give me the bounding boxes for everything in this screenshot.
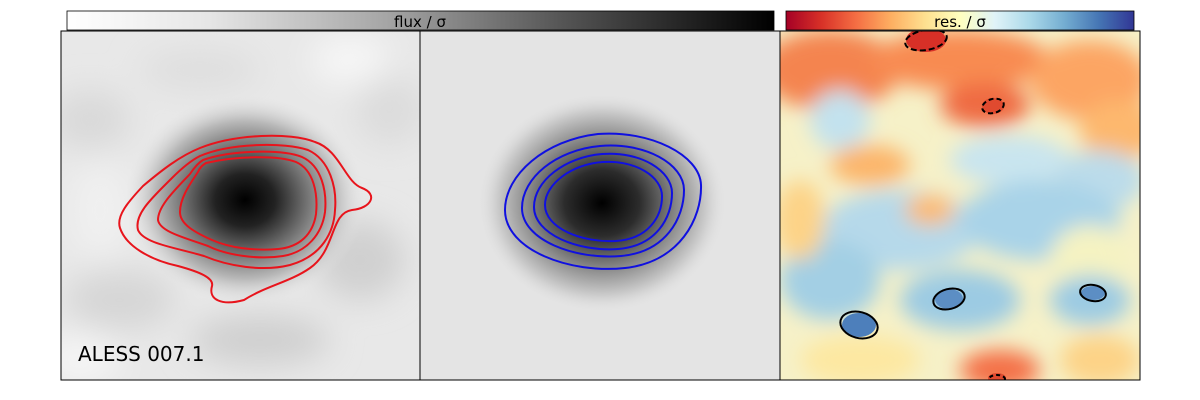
- data-contour-level-3: [157, 150, 327, 259]
- residual-positive-peak: [842, 313, 876, 337]
- model-contours: [504, 132, 703, 270]
- data-noise-texture: [61, 35, 420, 380]
- flux-colorbar-label: flux / σ: [394, 13, 446, 31]
- residual-panel-frame: [779, 30, 1141, 381]
- data-source-emission: [125, 95, 365, 305]
- residual-negative-contour: [988, 374, 1006, 380]
- data-contours: [118, 134, 373, 304]
- source-name-label: ALESS 007.1: [78, 342, 204, 366]
- model-contour-level-3: [533, 152, 673, 251]
- residual-contours: [839, 31, 1107, 380]
- residual-panel: [780, 31, 1140, 380]
- residual-colorbar-label: res. / σ: [934, 13, 986, 31]
- data-contour-level-4: [179, 156, 318, 251]
- flux-colorbar-gradient: [66, 10, 775, 31]
- model-source-emission: [477, 93, 727, 313]
- residual-negative-peak: [906, 31, 946, 52]
- residual-colorbar-gradient: [785, 10, 1135, 31]
- model-panel: [420, 31, 780, 380]
- residual-negative-peak: [982, 98, 1004, 114]
- residual-positive-contour: [1079, 283, 1107, 303]
- residual-positive-contour: [839, 310, 879, 340]
- residual-positive-contour: [932, 287, 966, 311]
- residual-positive-peak: [935, 289, 963, 309]
- model-contour-level-4: [544, 160, 663, 243]
- data-panel: [61, 31, 420, 380]
- residual-negative-contour: [981, 97, 1005, 115]
- model-contour-level-1: [504, 132, 703, 270]
- model-contour-level-2: [521, 144, 685, 258]
- residual-positive-peak: [1081, 286, 1105, 300]
- data-contour-level-2: [136, 143, 337, 270]
- data-contour-level-1: [118, 134, 373, 304]
- residual-negative-contour: [904, 31, 948, 52]
